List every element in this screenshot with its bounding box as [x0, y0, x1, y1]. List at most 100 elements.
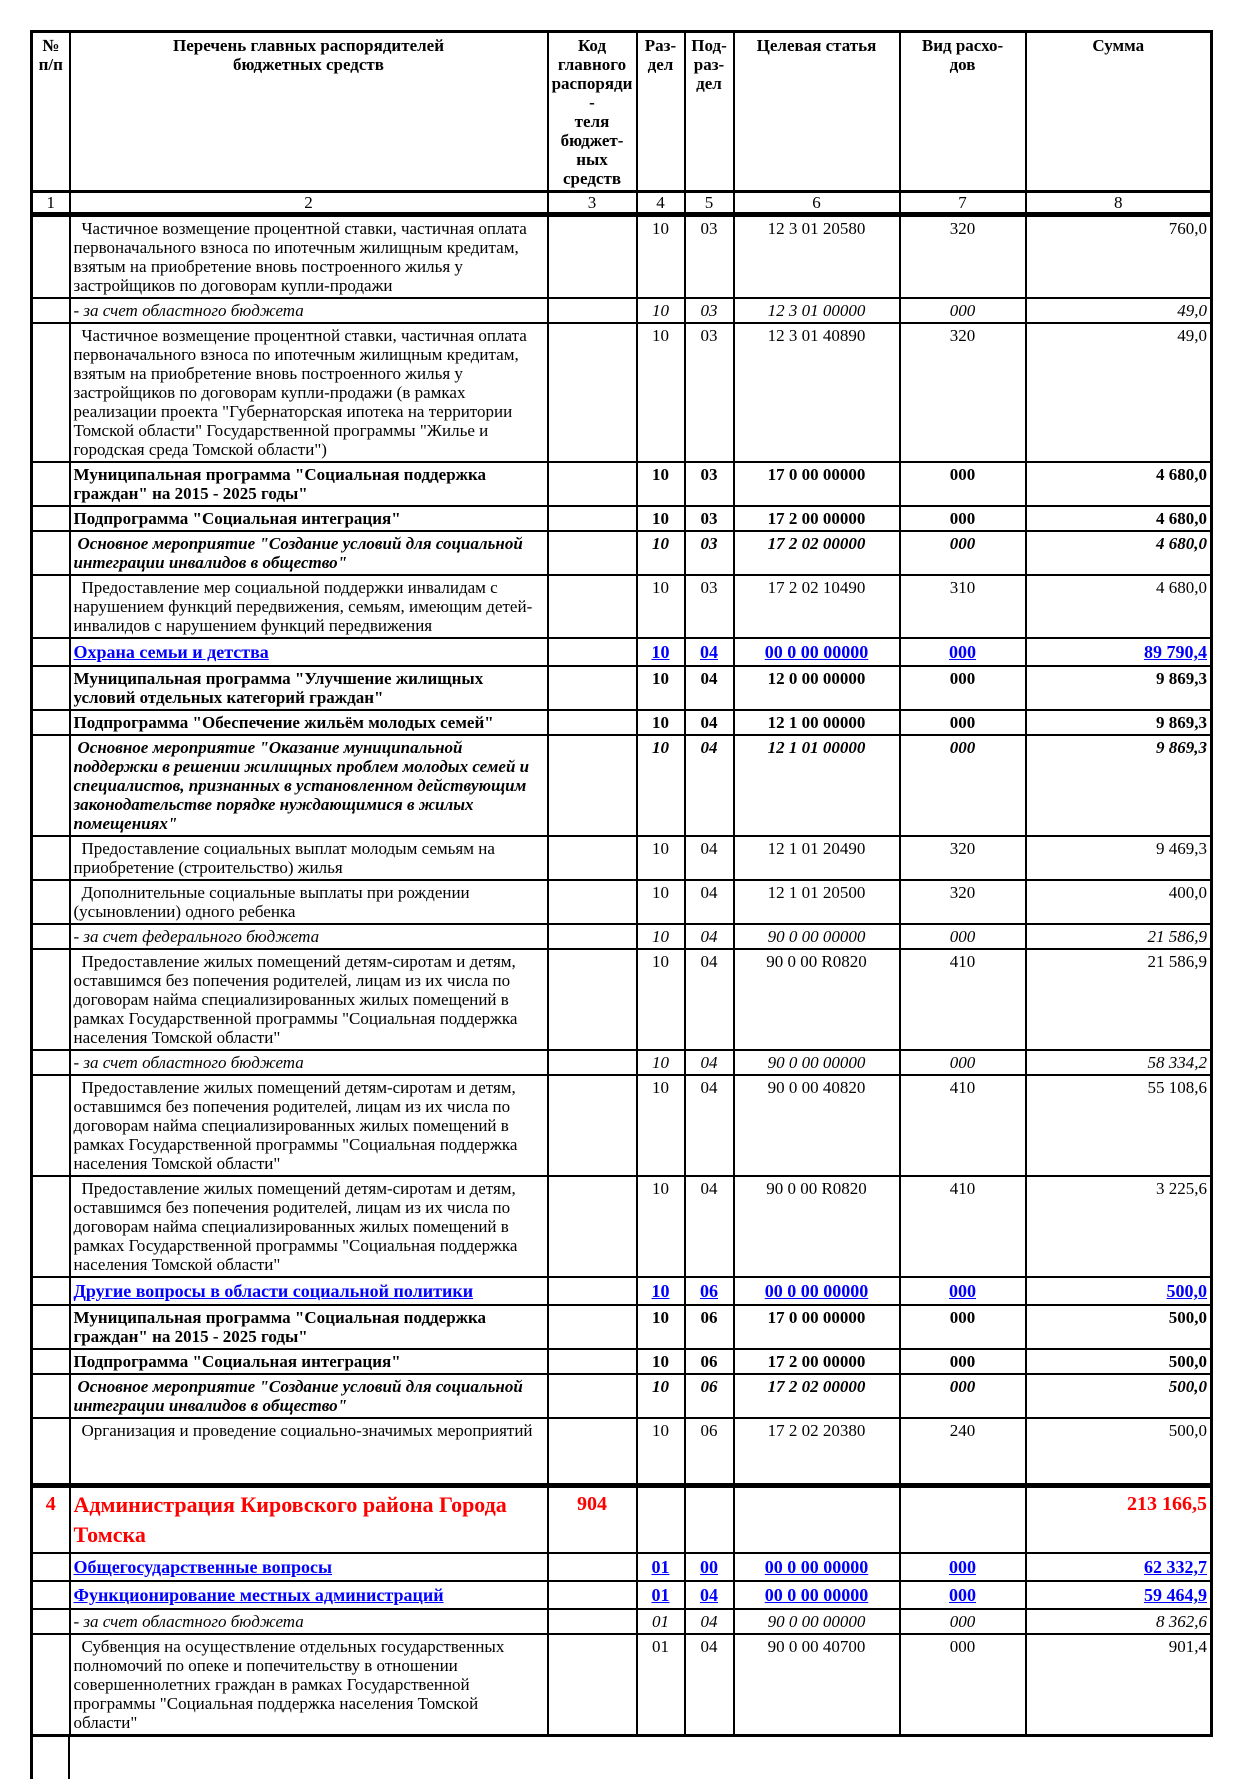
cell-target-article: 00 0 00 00000: [732, 1276, 901, 1306]
cell-expense-type: 000: [898, 1552, 1027, 1582]
cell-row-number: [30, 734, 71, 837]
budget-table-body: Частичное возмещение процентной ставки, …: [30, 213, 1213, 1737]
cell-row-number: [30, 574, 71, 639]
cell-grbs-code: [546, 1417, 638, 1487]
cell-grbs-code: [546, 1276, 638, 1306]
cell-podrazdel: 04: [683, 1633, 735, 1737]
cell-target-article: 12 3 01 20580: [732, 213, 901, 299]
cell-row-number: [30, 879, 71, 925]
cell-row-number: 4: [30, 1483, 71, 1554]
cell-expense-type: 000: [898, 297, 1027, 324]
cell-grbs-code: [546, 665, 638, 711]
cell-summa: 9 869,3: [1024, 709, 1213, 736]
table-row: Общегосударственные вопросы 01 00 00 0 00 0…: [30, 1552, 1213, 1582]
cell-name: Администрация Кировского района Города Т…: [68, 1483, 549, 1554]
table-row: Охрана семьи и детства 10 04 00 0 00 00000 0…: [30, 637, 1213, 667]
cell-grbs-code: [546, 213, 638, 299]
cell-summa: 9 869,3: [1024, 665, 1213, 711]
cell-razdel: 10: [635, 709, 686, 736]
cell-summa: 4 680,0: [1024, 505, 1213, 532]
cell-summa: 400,0: [1024, 879, 1213, 925]
cell-target-article: 12 1 01 20490: [732, 835, 901, 881]
cell-expense-type: 000: [898, 923, 1027, 950]
cell-razdel: [635, 1483, 686, 1554]
cell-expense-type: 000: [898, 1633, 1027, 1737]
numbering-cell-6: 6: [732, 190, 901, 217]
cell-podrazdel: 03: [683, 461, 735, 507]
cell-row-number: [30, 1552, 71, 1582]
cell-grbs-code: [546, 505, 638, 532]
cell-podrazdel: 06: [683, 1304, 735, 1350]
table-row: Основное мероприятие "Создание условий д…: [30, 530, 1213, 576]
cell-podrazdel: [683, 1483, 735, 1554]
cell-target-article: 12 1 01 00000: [732, 734, 901, 837]
cell-podrazdel: 03: [683, 505, 735, 532]
cell-row-number: [30, 923, 71, 950]
cell-row-number: [30, 1633, 71, 1737]
cell-summa: 9 869,3: [1024, 734, 1213, 837]
table-row: Другие вопросы в области социальной поли…: [30, 1276, 1213, 1306]
cell-name: - за счет областного бюджета: [68, 1608, 549, 1635]
cell-podrazdel: 03: [683, 297, 735, 324]
cell-grbs-code: [546, 1608, 638, 1635]
cell-podrazdel: 04: [683, 637, 735, 667]
cell-name: Основное мероприятие "Создание условий д…: [68, 530, 549, 576]
cell-target-article: 17 2 02 00000: [732, 530, 901, 576]
cell-row-number: [30, 835, 71, 881]
cell-grbs-code: [546, 297, 638, 324]
cell-razdel: 10: [635, 1276, 686, 1306]
cell-expense-type: 410: [898, 1175, 1027, 1278]
budget-sheet: № п/п Перечень главных распорядителей бю…: [30, 30, 1213, 1779]
cell-summa: 8 362,6: [1024, 1608, 1213, 1635]
cell-row-number: [30, 1608, 71, 1635]
cell-summa: 59 464,9: [1024, 1580, 1213, 1610]
cell-row-number: [30, 505, 71, 532]
cell-target-article: 00 0 00 00000: [732, 1580, 901, 1610]
cell-name: Субвенция на осуществление отдельных гос…: [68, 1633, 549, 1737]
cell-row-number: [30, 1175, 71, 1278]
table-row: Частичное возмещение процентной ставки, …: [30, 213, 1213, 299]
cell-razdel: 10: [635, 461, 686, 507]
cell-name: Основное мероприятие "Создание условий д…: [68, 1373, 549, 1419]
cell-name: Основное мероприятие "Оказание муниципал…: [68, 734, 549, 837]
cell-expense-type: 000: [898, 1373, 1027, 1419]
cell-razdel: 10: [635, 637, 686, 667]
cell-podrazdel: 06: [683, 1276, 735, 1306]
cell-name: Муниципальная программа "Улучшение жилищ…: [68, 665, 549, 711]
cell-target-article: 12 3 01 00000: [732, 297, 901, 324]
cell-expense-type: 000: [898, 1348, 1027, 1375]
cell-razdel: 10: [635, 1348, 686, 1375]
cell-podrazdel: 04: [683, 948, 735, 1051]
cell-expense-type: 000: [898, 1276, 1027, 1306]
table-row: Муниципальная программа "Социальная подд…: [30, 1304, 1213, 1350]
cell-target-article: 90 0 00 40700: [732, 1633, 901, 1737]
cell-podrazdel: 06: [683, 1373, 735, 1419]
cell-name: Предоставление мер социальной поддержки …: [68, 574, 549, 639]
cell-target-article: [732, 1483, 901, 1554]
cell-summa: 500,0: [1024, 1348, 1213, 1375]
cell-expense-type: 000: [898, 505, 1027, 532]
cell-grbs-code: [546, 1074, 638, 1177]
cell-razdel: 10: [635, 1304, 686, 1350]
cell-name: - за счет областного бюджета: [68, 297, 549, 324]
cell-expense-type: 320: [898, 835, 1027, 881]
cell-name: Охрана семьи и детства: [68, 637, 549, 667]
cell-summa: 55 108,6: [1024, 1074, 1213, 1177]
cell-row-number: [30, 1049, 71, 1076]
table-row: Подпрограмма "Социальная интеграция" 10 03…: [30, 505, 1213, 532]
cell-razdel: 10: [635, 322, 686, 463]
budget-table: № п/п Перечень главных распорядителей бю…: [30, 30, 1213, 1737]
cell-summa: 3 225,6: [1024, 1175, 1213, 1278]
cell-summa: 21 586,9: [1024, 923, 1213, 950]
page-break-continuation-lines: [30, 1737, 70, 1779]
cell-summa: 500,0: [1024, 1276, 1213, 1306]
cell-row-number: [30, 461, 71, 507]
cell-name: Другие вопросы в области социальной поли…: [68, 1276, 549, 1306]
cell-podrazdel: 04: [683, 835, 735, 881]
table-row: Дополнительные социальные выплаты при ро…: [30, 879, 1213, 925]
cell-grbs-code: [546, 1552, 638, 1582]
cell-podrazdel: 04: [683, 709, 735, 736]
cell-podrazdel: 04: [683, 665, 735, 711]
table-row: Основное мероприятие "Создание условий д…: [30, 1373, 1213, 1419]
cell-expense-type: 000: [898, 734, 1027, 837]
